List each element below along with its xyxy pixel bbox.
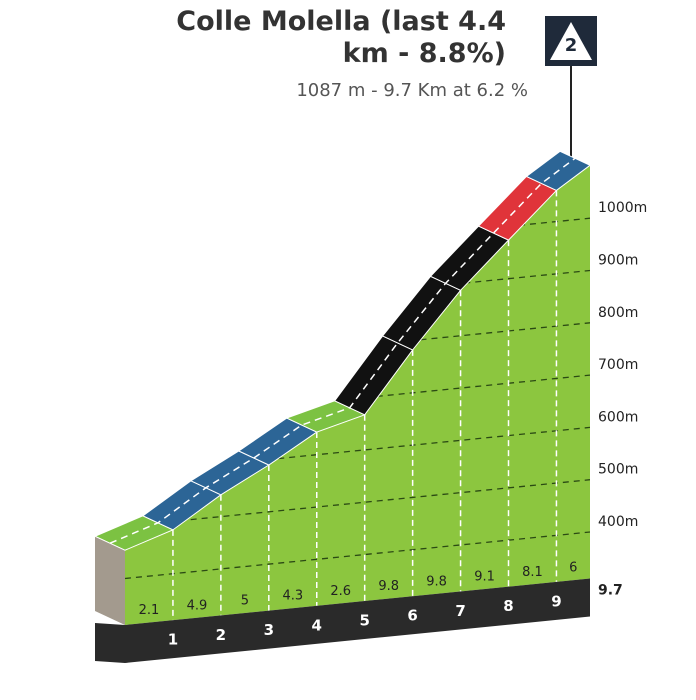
gradient-label: 9.8: [426, 574, 447, 589]
strip-centerline: [109, 157, 576, 544]
y-tick-label: 1000m: [598, 200, 647, 216]
x-tick-label: 9.7: [598, 583, 623, 599]
y-tick-label: 600m: [598, 409, 638, 425]
x-tick-label: 3: [264, 621, 274, 639]
x-tick-label: 7: [455, 602, 465, 620]
badge-triangle: [550, 22, 592, 60]
x-tick-label: 4: [312, 616, 322, 634]
gradient-label: 2.6: [330, 584, 351, 599]
gradient-label: 4.3: [282, 589, 303, 604]
badge-label: 2: [565, 35, 578, 56]
grid-line: [125, 479, 590, 527]
x-tick-label: 6: [407, 607, 417, 625]
gradient-label: 5: [241, 594, 249, 609]
x-tick-label: 1: [168, 631, 178, 649]
y-tick-label: 400m: [598, 514, 638, 530]
x-tick-label: 5: [359, 612, 369, 630]
gradient-label: 8.1: [522, 565, 543, 580]
side-face: [95, 536, 125, 625]
y-tick-label: 800m: [598, 305, 638, 321]
gradient-label: 2.1: [139, 603, 160, 618]
grid-line: [125, 531, 590, 580]
gradient-label: 9.8: [378, 579, 399, 594]
x-tick-label: 2: [216, 626, 226, 644]
gradient-label: 4.9: [187, 598, 208, 613]
gradient-label: 9.1: [474, 570, 495, 585]
y-tick-label: 500m: [598, 462, 638, 478]
x-tick-label: 8: [503, 597, 513, 615]
gradient-label: 6: [569, 561, 577, 576]
profile-area: [125, 165, 590, 625]
base-band: [95, 578, 590, 663]
x-tick-label: 9: [551, 592, 561, 610]
chart-title: Colle Molella (last 4.4 km - 8.8%): [176, 6, 506, 69]
chart-subtitle: 1087 m - 9.7 Km at 6.2 %: [296, 80, 528, 101]
y-tick-label: 900m: [598, 253, 638, 269]
y-tick-label: 700m: [598, 357, 638, 373]
